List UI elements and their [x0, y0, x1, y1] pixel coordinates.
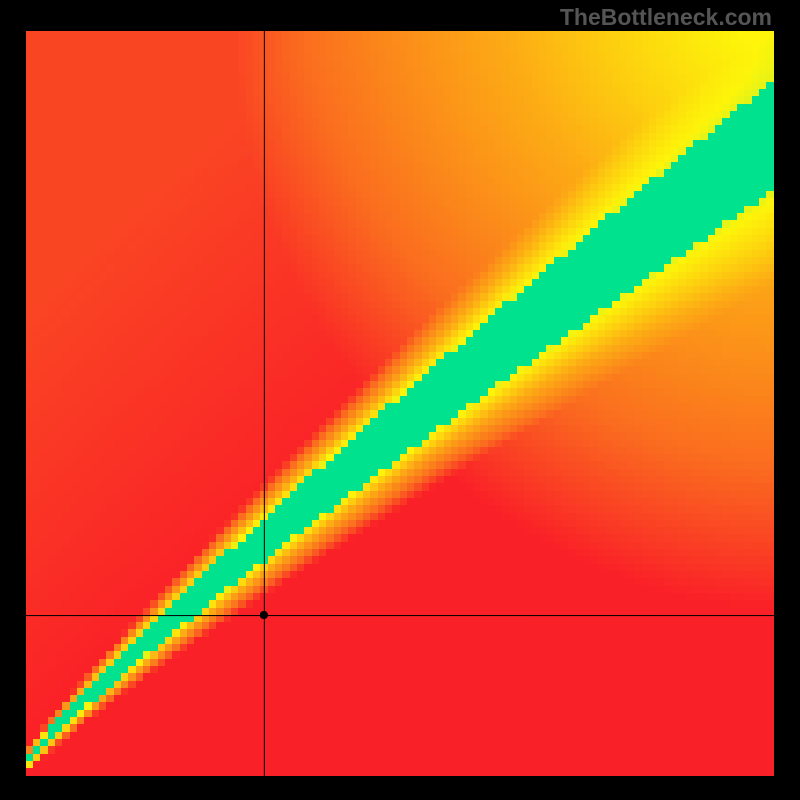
- bottleneck-heatmap: [26, 31, 774, 776]
- chart-container: TheBottleneck.com: [0, 0, 800, 800]
- watermark-text: TheBottleneck.com: [560, 4, 772, 31]
